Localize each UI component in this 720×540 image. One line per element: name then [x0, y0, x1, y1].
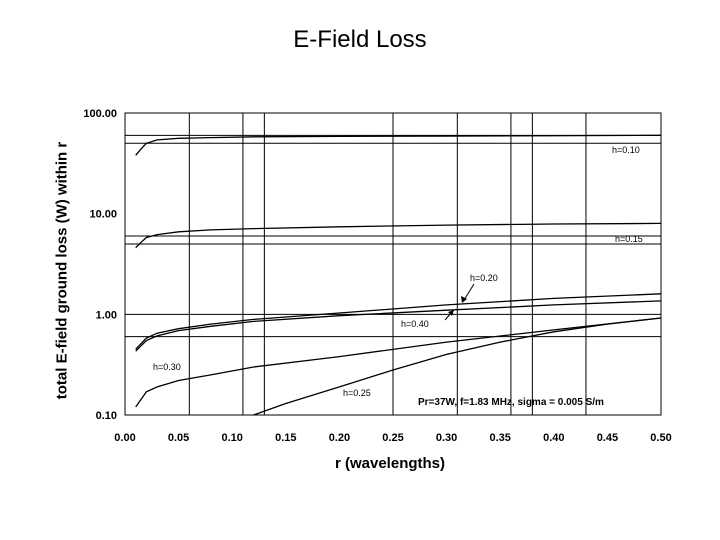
annotations: h=0.10 h=0.15 h=0.20 h=0.40 h=0.30 h=0.25 [153, 145, 643, 398]
y-tick-label: 100.00 [83, 108, 117, 120]
series-line-6 [253, 317, 662, 416]
tick-labels: 100.00 10.00 1.00 0.10 0.00 0.05 0.10 0.15 0.20 0… [83, 108, 671, 444]
series-line-3 [135, 293, 662, 350]
series-group [135, 134, 662, 416]
x-tick-label: 0.15 [275, 432, 296, 444]
x-axis-label: r (wavelengths) [334, 455, 446, 472]
grid-lines [125, 113, 661, 415]
series-label: h=0.15 [615, 234, 643, 244]
series-label: h=0.30 [153, 362, 181, 372]
x-tick-label: 0.10 [221, 432, 242, 444]
series-label: h=0.20 [470, 273, 498, 283]
annotation-arrowhead [461, 296, 467, 303]
series-label: h=0.40 [401, 319, 429, 329]
annotation-arrow [463, 283, 475, 301]
x-tick-label: 0.30 [436, 432, 457, 444]
x-tick-label: 0.00 [114, 432, 135, 444]
series-label: h=0.25 [343, 388, 371, 398]
annotation-arrowhead [448, 310, 454, 316]
series-line-1 [135, 134, 662, 156]
x-tick-label: 0.35 [489, 432, 510, 444]
x-tick-label: 0.20 [329, 432, 350, 444]
x-tick-label: 0.50 [650, 432, 671, 444]
parameters-note: Pr=37W, f=1.83 MHz, sigma = 0.005 S/m [418, 397, 604, 408]
x-tick-label: 0.05 [168, 432, 189, 444]
x-tick-label: 0.45 [597, 432, 618, 444]
x-tick-label: 0.25 [382, 432, 403, 444]
series-line-2 [135, 222, 662, 249]
x-tick-label: 0.40 [543, 432, 564, 444]
chart-title: E-Field Loss [293, 26, 427, 53]
series-label: h=0.10 [612, 145, 640, 155]
series-line-4 [135, 300, 662, 352]
series-line-5 [135, 317, 662, 408]
y-tick-label: 0.10 [96, 410, 117, 422]
y-tick-label: 10.00 [89, 209, 117, 221]
y-tick-label: 1.00 [96, 309, 117, 321]
